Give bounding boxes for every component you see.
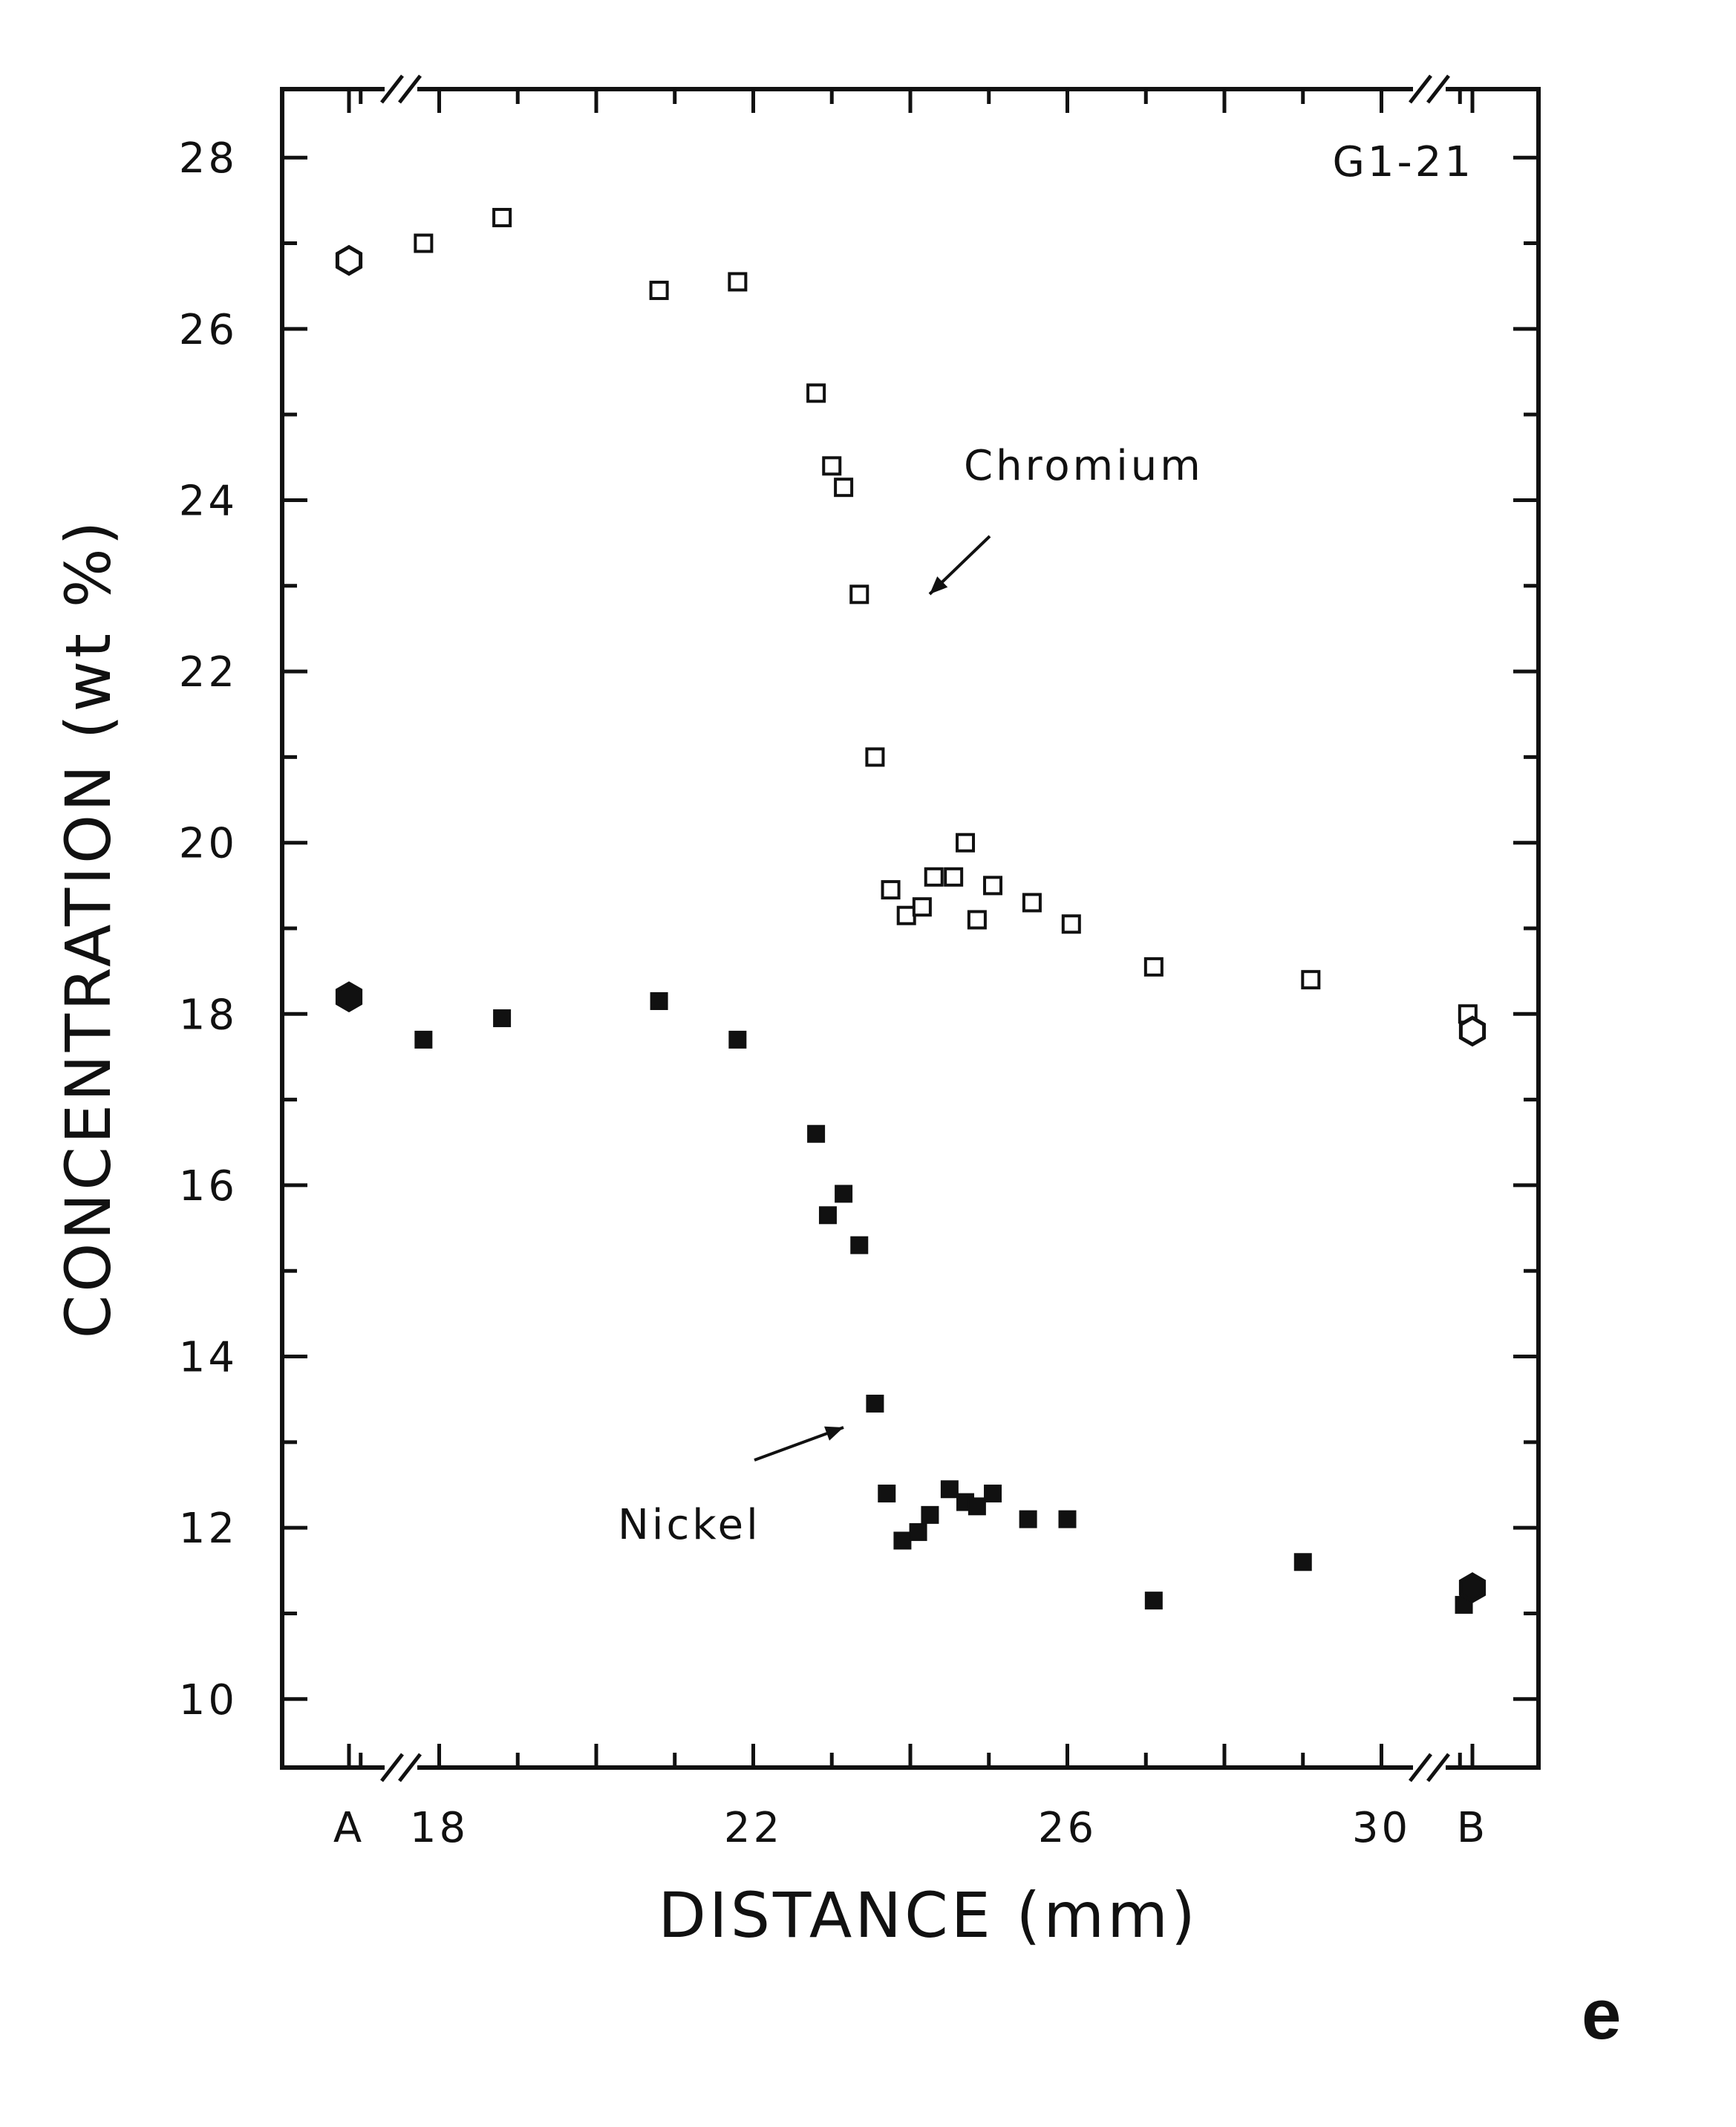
x-tick-label: A <box>333 1804 365 1852</box>
nickel-point <box>878 1485 896 1503</box>
y-tick-label: 10 <box>179 1676 238 1724</box>
axis-break-mark <box>380 1753 404 1782</box>
y-tick-label: 16 <box>179 1162 238 1211</box>
chromium-point <box>1061 914 1081 934</box>
chromium-point <box>881 880 901 900</box>
chromium-point <box>649 280 669 300</box>
y-axis-title: CONCENTRATION (wt %) <box>52 518 125 1339</box>
panel-letter: e <box>1582 1975 1621 2054</box>
x-tick-label: 22 <box>724 1804 783 1852</box>
y-tick-label: 14 <box>179 1334 238 1382</box>
chromium-point <box>1301 970 1321 990</box>
axis-break-mark <box>1409 74 1432 104</box>
nickel-point <box>1058 1510 1077 1528</box>
axis-break-mark <box>1409 1753 1432 1782</box>
x-tick-label: 30 <box>1352 1804 1411 1852</box>
data-points-layer <box>335 207 1487 1614</box>
y-tick-label: 26 <box>179 306 238 354</box>
chromium-arrow-head <box>930 576 948 594</box>
y-tick-label: 28 <box>179 134 238 183</box>
nickel-point <box>818 1206 837 1225</box>
sample-label: G1-21 <box>1333 138 1475 186</box>
y-tick-label: 24 <box>179 477 238 525</box>
axis-break-mark <box>398 74 422 104</box>
chromium-point <box>822 456 842 476</box>
nickel-arrow-head <box>824 1426 843 1441</box>
nickel-point <box>1144 1592 1163 1610</box>
x-tick-label: 26 <box>1038 1804 1097 1852</box>
nickel-point <box>650 992 668 1011</box>
chromium-point <box>728 272 748 292</box>
chromium-point <box>956 833 976 853</box>
nickel-annotation: Nickel <box>618 1501 761 1549</box>
chromium-point <box>983 876 1003 896</box>
chromium-annotation: Chromium <box>964 442 1204 490</box>
chromium-point <box>849 584 869 605</box>
chromium-point <box>806 383 826 403</box>
chromium-point <box>924 867 944 887</box>
chromium-point <box>944 867 964 887</box>
nickel-point <box>909 1522 927 1541</box>
axis-ticks-layer <box>282 89 1538 1768</box>
nickel-point <box>1019 1510 1037 1528</box>
y-tick-label: 20 <box>179 820 238 868</box>
axis-break-mark <box>398 1753 422 1782</box>
x-axis-title: DISTANCE (mm) <box>658 1879 1198 1952</box>
nickel-point <box>835 1185 853 1203</box>
chromium-point <box>1143 957 1164 977</box>
tick-labels-layer: 10 12 14 16 18 20 22 24 26 28 A 18 22 26 30 B <box>179 134 1488 1852</box>
chromium-endpoint-point <box>335 244 363 276</box>
axis-break-mark <box>380 74 404 104</box>
nickel-point <box>728 1030 747 1049</box>
y-tick-label: 18 <box>179 991 238 1039</box>
axis-break-mark <box>1426 74 1450 104</box>
nickel-point <box>866 1394 884 1413</box>
chromium-point <box>967 910 987 930</box>
nickel-point <box>893 1531 912 1550</box>
nickel-point <box>414 1030 433 1049</box>
nickel-point <box>921 1505 939 1524</box>
nickel-point <box>850 1236 869 1254</box>
nickel-point <box>493 1009 512 1028</box>
nickel-point <box>984 1485 1002 1503</box>
chromium-point <box>492 207 512 227</box>
chromium-endpoint-point <box>1458 1015 1487 1047</box>
chromium-point <box>865 747 885 767</box>
nickel-point <box>940 1480 959 1499</box>
chromium-point <box>912 897 932 917</box>
y-tick-label: 12 <box>179 1505 238 1553</box>
chromium-point <box>896 905 916 925</box>
x-tick-label: B <box>1457 1804 1488 1852</box>
nickel-point <box>1293 1553 1312 1571</box>
plot-frame <box>280 87 1541 1770</box>
chromium-point <box>414 233 434 253</box>
chromium-point <box>1022 893 1042 913</box>
nickel-endpoint-point <box>335 981 363 1013</box>
x-tick-label: 18 <box>410 1804 469 1852</box>
nickel-point <box>967 1497 986 1516</box>
chromium-point <box>834 478 854 498</box>
axis-break-mark <box>1426 1753 1450 1782</box>
nickel-point <box>807 1124 826 1143</box>
nickel-endpoint-point <box>1458 1572 1487 1603</box>
y-tick-label: 22 <box>179 648 238 697</box>
